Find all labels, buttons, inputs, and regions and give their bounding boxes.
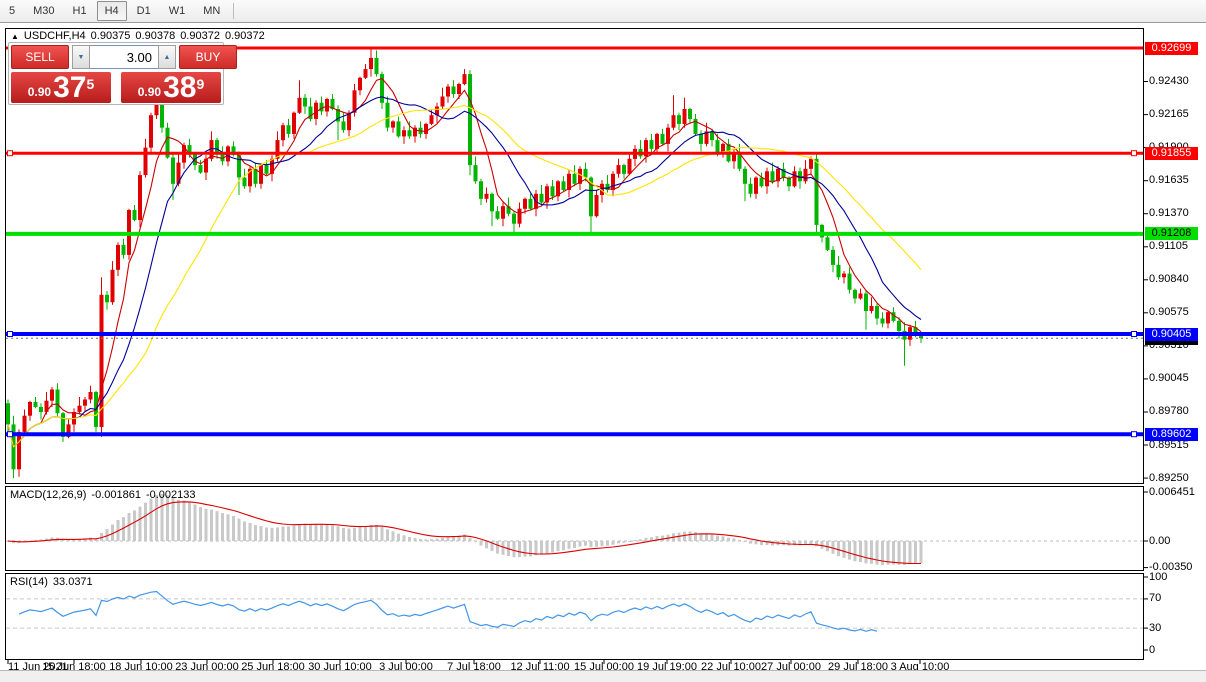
price-tick-0.90045: 0.90045 bbox=[1149, 372, 1189, 385]
macd-title: MACD(12,26,9) bbox=[10, 489, 87, 501]
sell-price-big: 37 bbox=[53, 71, 87, 104]
price-tick-0.90840: 0.90840 bbox=[1149, 273, 1189, 286]
rsi-line bbox=[18, 590, 878, 632]
rsi-tick-100: 100 bbox=[1149, 570, 1168, 583]
symbol-label: USDCHF,H4 bbox=[23, 30, 86, 42]
buy-price-big: 38 bbox=[163, 71, 197, 104]
candles-layer bbox=[6, 48, 923, 479]
ma-26-line bbox=[7, 104, 922, 448]
rsi-label: RSI(14) 33.0371 bbox=[10, 576, 93, 588]
sell-price-base: 0.90 bbox=[27, 85, 52, 99]
macd-label: MACD(12,26,9) -0.001861 -0.002133 bbox=[10, 489, 196, 501]
ma-6-line bbox=[7, 77, 922, 448]
rsi-value: 33.0371 bbox=[52, 576, 93, 588]
buy-price-base: 0.90 bbox=[137, 85, 162, 99]
line-handle-icon[interactable] bbox=[7, 150, 13, 157]
line-handle-icon[interactable] bbox=[7, 331, 13, 337]
timeframe-toolbar: 5 M30 H1 H4 D1 W1 MN bbox=[0, 0, 1206, 23]
macd-tick-0.006451: 0.006451 bbox=[1149, 485, 1195, 498]
price-badge-0.89602: 0.89602 bbox=[1145, 427, 1198, 441]
rsi-tick-0: 0 bbox=[1149, 643, 1156, 656]
price-tick-0.92430: 0.92430 bbox=[1149, 75, 1189, 88]
volume-decrease-icon[interactable]: ▼ bbox=[72, 45, 90, 69]
sell-button[interactable]: SELL bbox=[11, 45, 69, 69]
macd-layer bbox=[6, 494, 923, 566]
timeframe-button-M30[interactable]: M30 bbox=[33, 5, 55, 17]
volume-input[interactable] bbox=[90, 45, 158, 69]
line-handle-icon[interactable] bbox=[7, 431, 13, 438]
price-tick-0.92165: 0.92165 bbox=[1149, 108, 1189, 121]
volume-increase-icon[interactable]: ▲ bbox=[158, 45, 176, 69]
rsi-tick-70: 70 bbox=[1149, 592, 1162, 605]
price-badge-0.91208: 0.91208 bbox=[1145, 227, 1198, 241]
ohlc-low: 0.90372 bbox=[180, 30, 220, 42]
one-click-trading-panel: SELL ▼ ▲ BUY 0.90 37 5 0.90 38 9 bbox=[8, 42, 237, 105]
macd-panel-border bbox=[5, 486, 1144, 571]
sell-price-display[interactable]: 0.90 37 5 bbox=[11, 72, 111, 103]
macd-tick--0.00350: -0.00350 bbox=[1149, 561, 1193, 574]
buy-price-display[interactable]: 0.90 38 9 bbox=[121, 72, 221, 103]
macd-tick-0.00: 0.00 bbox=[1149, 534, 1171, 547]
ohlc-high: 0.90378 bbox=[135, 30, 176, 42]
collapse-triangle-icon[interactable]: ▲ bbox=[11, 31, 19, 41]
price-tick-0.91635: 0.91635 bbox=[1149, 174, 1189, 187]
rsi-title: RSI(14) bbox=[10, 576, 48, 588]
price-tick-0.90575: 0.90575 bbox=[1149, 306, 1189, 319]
timeframe-button-5[interactable]: 5 bbox=[9, 5, 16, 17]
price-tick-0.89250: 0.89250 bbox=[1149, 471, 1189, 484]
price-tick-0.91370: 0.91370 bbox=[1149, 207, 1189, 220]
rsi-panel-border bbox=[5, 573, 1144, 660]
price-badge-0.90405: 0.90405 bbox=[1145, 327, 1198, 341]
price-tick-0.89515: 0.89515 bbox=[1149, 438, 1189, 451]
timeframe-button-H1[interactable]: H1 bbox=[72, 5, 87, 17]
trade-panel-price-row: 0.90 37 5 0.90 38 9 bbox=[11, 72, 221, 103]
line-handle-icon[interactable] bbox=[1131, 431, 1137, 438]
toolbar-separator bbox=[233, 3, 235, 19]
trade-panel-top-row: SELL ▼ ▲ BUY bbox=[11, 45, 237, 69]
main-panel-border bbox=[5, 28, 1144, 484]
buy-button[interactable]: BUY bbox=[179, 45, 237, 69]
price-tick-0.89780: 0.89780 bbox=[1149, 405, 1189, 418]
ohlc-close: 0.90372 bbox=[224, 30, 265, 42]
ohlc-open: 0.90375 bbox=[90, 30, 131, 42]
status-strip bbox=[0, 670, 1206, 682]
sell-price-pip: 5 bbox=[86, 76, 95, 92]
line-handle-icon[interactable] bbox=[1131, 331, 1137, 337]
macd-value-signal: -0.002133 bbox=[145, 489, 196, 501]
buy-price-pip: 9 bbox=[196, 76, 205, 92]
macd-signal-line bbox=[7, 501, 921, 565]
price-tick-0.91105: 0.91105 bbox=[1149, 240, 1188, 253]
rsi-tick-30: 30 bbox=[1149, 621, 1162, 634]
macd-value-main: -0.001861 bbox=[91, 489, 141, 501]
chart-header: ▲ USDCHF,H4 0.90375 0.90378 0.90372 0.90… bbox=[11, 30, 265, 42]
price-badge-0.91855: 0.91855 bbox=[1145, 146, 1198, 160]
price-badge-0.92699: 0.92699 bbox=[1145, 41, 1198, 55]
timeframe-button-H4[interactable]: H4 bbox=[96, 1, 127, 21]
volume-stepper: ▼ ▲ bbox=[72, 45, 176, 69]
timeframe-button-D1[interactable]: D1 bbox=[136, 5, 151, 17]
ma-13-line bbox=[7, 96, 922, 448]
timeframe-button-MN[interactable]: MN bbox=[203, 5, 221, 17]
line-handle-icon[interactable] bbox=[1131, 150, 1137, 157]
timeframe-button-W1[interactable]: W1 bbox=[168, 5, 186, 17]
